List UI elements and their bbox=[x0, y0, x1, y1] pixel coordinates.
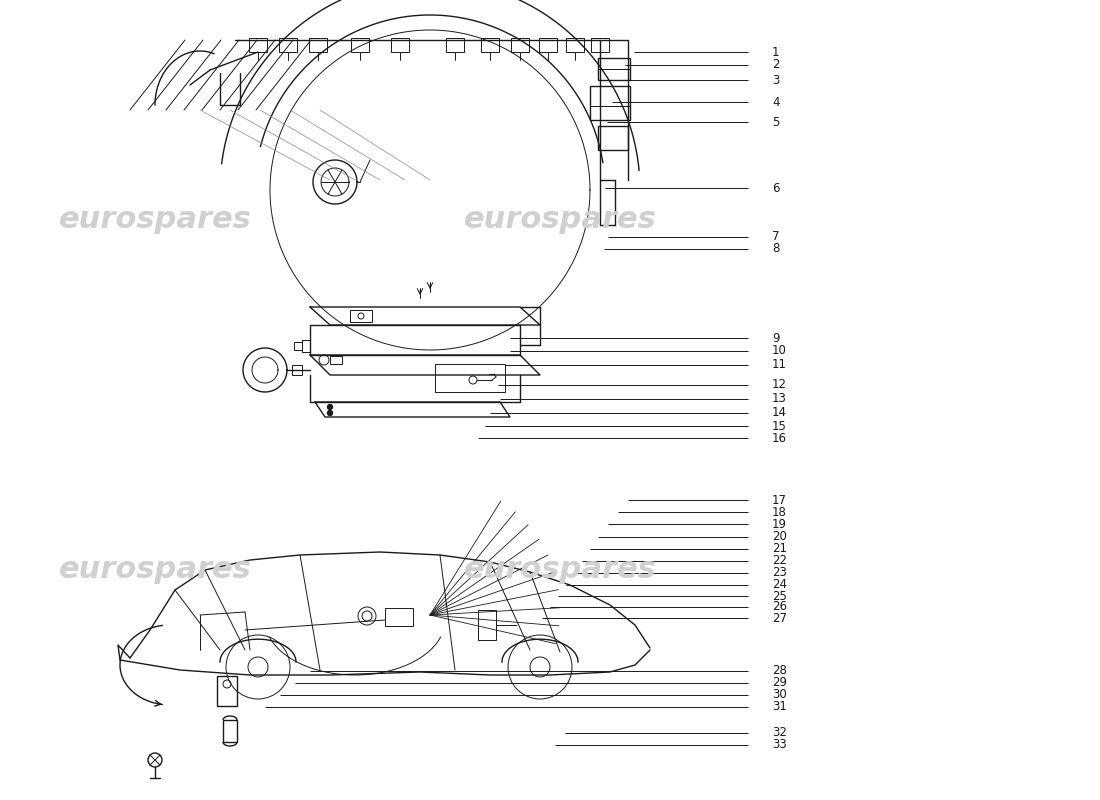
Text: 14: 14 bbox=[772, 406, 786, 419]
Text: 7: 7 bbox=[772, 230, 780, 243]
Text: 8: 8 bbox=[772, 242, 780, 255]
Bar bbox=[292, 365, 302, 375]
Text: 30: 30 bbox=[772, 689, 786, 702]
Text: 3: 3 bbox=[772, 74, 780, 86]
Text: 27: 27 bbox=[772, 611, 786, 625]
Bar bbox=[566, 38, 584, 52]
Text: 1: 1 bbox=[772, 46, 780, 58]
Text: 32: 32 bbox=[772, 726, 786, 739]
Text: 15: 15 bbox=[772, 419, 786, 433]
Circle shape bbox=[328, 410, 332, 415]
Text: 9: 9 bbox=[772, 331, 780, 345]
Bar bbox=[434, 364, 505, 392]
Text: 21: 21 bbox=[772, 542, 786, 555]
Text: 22: 22 bbox=[772, 554, 786, 567]
Text: 2: 2 bbox=[772, 58, 780, 71]
Bar bbox=[598, 58, 630, 80]
Text: 5: 5 bbox=[772, 115, 780, 129]
Text: 17: 17 bbox=[772, 494, 786, 506]
Text: 33: 33 bbox=[772, 738, 786, 751]
Bar bbox=[294, 342, 302, 350]
Bar bbox=[390, 38, 409, 52]
Text: 19: 19 bbox=[772, 518, 786, 530]
Bar bbox=[350, 310, 372, 322]
Text: 13: 13 bbox=[772, 393, 786, 406]
Bar bbox=[309, 38, 327, 52]
Bar bbox=[223, 720, 236, 742]
Bar bbox=[249, 38, 267, 52]
Text: 4: 4 bbox=[772, 95, 780, 109]
Text: eurospares: eurospares bbox=[58, 555, 252, 585]
Text: 29: 29 bbox=[772, 677, 786, 690]
Text: eurospares: eurospares bbox=[58, 206, 252, 234]
Bar bbox=[478, 610, 496, 640]
Text: 11: 11 bbox=[772, 358, 786, 371]
Bar bbox=[481, 38, 499, 52]
Circle shape bbox=[328, 405, 332, 410]
Text: 31: 31 bbox=[772, 701, 786, 714]
Bar bbox=[539, 38, 557, 52]
Text: eurospares: eurospares bbox=[463, 206, 657, 234]
Bar bbox=[302, 340, 310, 352]
Bar bbox=[279, 38, 297, 52]
Bar bbox=[591, 38, 609, 52]
Bar bbox=[217, 676, 236, 706]
Bar bbox=[385, 608, 412, 626]
Text: 10: 10 bbox=[772, 345, 786, 358]
Text: 6: 6 bbox=[772, 182, 780, 194]
Bar bbox=[590, 86, 630, 120]
Bar bbox=[330, 356, 342, 364]
Bar bbox=[598, 126, 628, 150]
Text: 12: 12 bbox=[772, 378, 786, 391]
Text: 26: 26 bbox=[772, 601, 786, 614]
Bar bbox=[351, 38, 369, 52]
Bar bbox=[446, 38, 464, 52]
Text: 23: 23 bbox=[772, 566, 786, 579]
Text: 28: 28 bbox=[772, 665, 786, 678]
Text: eurospares: eurospares bbox=[463, 555, 657, 585]
Text: 24: 24 bbox=[772, 578, 786, 591]
Text: 18: 18 bbox=[772, 506, 786, 518]
Text: 16: 16 bbox=[772, 431, 786, 445]
Bar bbox=[512, 38, 529, 52]
Text: 25: 25 bbox=[772, 590, 786, 602]
Text: 20: 20 bbox=[772, 530, 786, 543]
